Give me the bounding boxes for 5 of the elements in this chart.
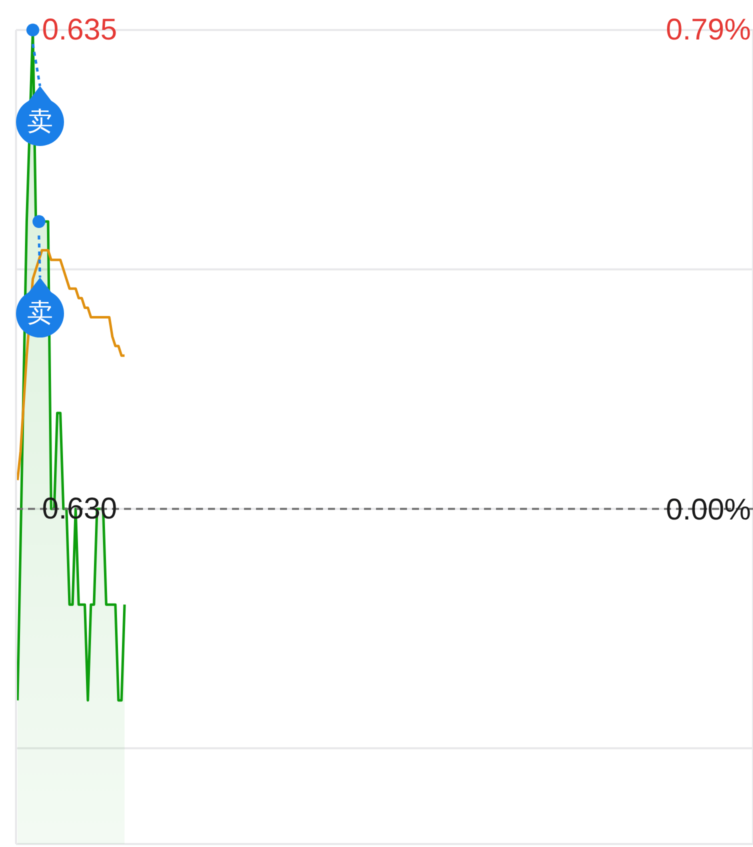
y-tick-label: 0.635 (42, 14, 118, 46)
y2-tick-label: 0.79% (666, 14, 751, 46)
annotation: 卖 (27, 107, 53, 137)
y2-tick-label: 0.00% (666, 493, 751, 526)
annotation: 卖 (27, 298, 53, 329)
